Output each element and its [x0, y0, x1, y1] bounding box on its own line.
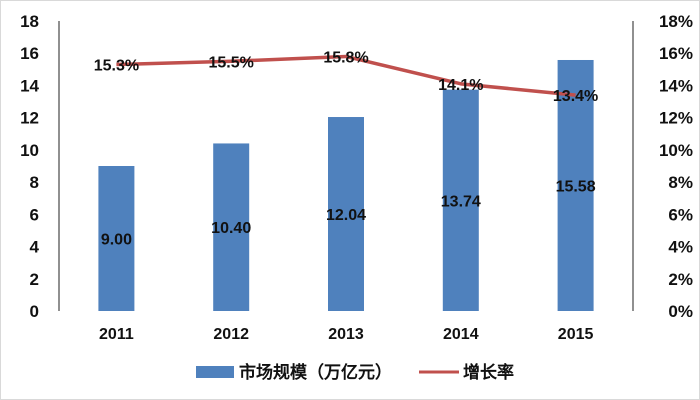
left-tick-label: 0 — [30, 302, 39, 321]
right-tick-label: 4% — [668, 238, 693, 257]
right-tick-label: 16% — [659, 44, 693, 63]
right-tick-label: 2% — [668, 270, 693, 289]
legend-swatch-bar — [196, 366, 234, 378]
left-tick-label: 14 — [20, 76, 39, 95]
category-label: 2015 — [558, 326, 594, 343]
left-tick-label: 18 — [20, 12, 39, 31]
bar-data-label: 12.04 — [326, 207, 366, 224]
right-tick-label: 8% — [668, 173, 693, 192]
right-tick-label: 14% — [659, 76, 693, 95]
line-data-label: 15.3% — [94, 58, 139, 75]
category-label: 2012 — [213, 326, 249, 343]
left-tick-label: 6 — [30, 205, 39, 224]
bar-data-label: 13.74 — [441, 193, 481, 210]
left-tick-label: 2 — [30, 270, 39, 289]
legend-label-line: 增长率 — [463, 362, 514, 382]
category-label: 2014 — [443, 326, 479, 343]
bar-data-label: 10.40 — [211, 220, 251, 237]
bar-2015 — [557, 59, 594, 311]
growth-rate-line — [116, 54, 576, 97]
left-tick-label: 4 — [30, 238, 40, 257]
line-data-label: 14.1% — [438, 77, 483, 94]
line-data-label: 15.5% — [209, 54, 254, 71]
bar-data-label: 15.58 — [556, 178, 596, 195]
right-tick-label: 10% — [659, 141, 693, 160]
category-label: 2011 — [99, 326, 134, 343]
left-tick-label: 12 — [20, 109, 39, 128]
left-tick-label: 8 — [30, 173, 39, 192]
left-tick-label: 16 — [20, 44, 39, 63]
category-label: 2013 — [328, 326, 364, 343]
right-tick-label: 12% — [659, 109, 693, 128]
left-tick-label: 10 — [20, 141, 39, 160]
line-data-label: 15.8% — [323, 49, 368, 66]
bar-2011 — [98, 166, 135, 311]
bar-2012 — [213, 143, 250, 311]
right-tick-label: 6% — [668, 205, 693, 224]
bar-2013 — [328, 117, 364, 312]
right-tick-label: 18% — [659, 12, 693, 31]
line-data-label: 13.4% — [553, 88, 598, 105]
right-tick-label: 0% — [668, 302, 693, 321]
bar-data-label: 9.00 — [101, 232, 132, 249]
bar-2014 — [442, 89, 479, 311]
legend-label-bar: 市场规模（万亿元） — [239, 362, 392, 382]
